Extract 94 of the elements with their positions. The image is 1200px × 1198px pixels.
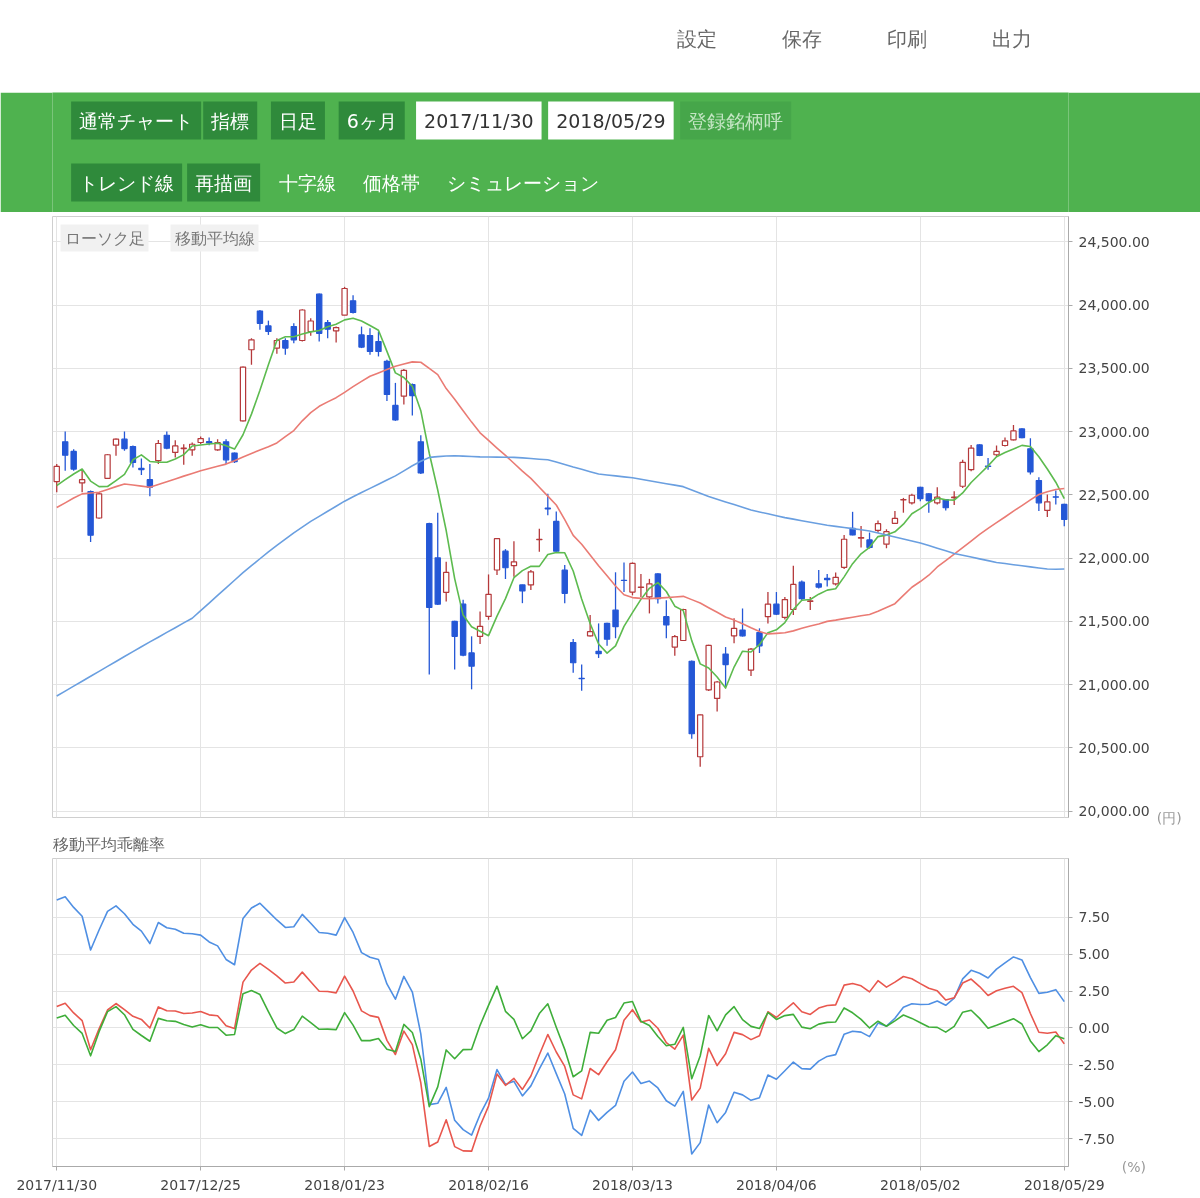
- candlestick: [70, 448, 77, 472]
- x-tick-label: 2018/02/16: [448, 1176, 529, 1193]
- candlestick: [671, 634, 679, 657]
- candlestick: [781, 596, 789, 621]
- y-tick-label: 20,000.00: [1078, 803, 1150, 820]
- annotation: 移動平均線: [174, 228, 255, 248]
- x-tick-label: 2018/05/29: [1023, 1176, 1105, 1193]
- candlestick: [1044, 493, 1051, 518]
- text: 十字線: [278, 171, 336, 194]
- text: 6ヶ月: [346, 109, 397, 132]
- y-axis-title: (円): [1156, 809, 1182, 826]
- candlestick: [739, 607, 746, 638]
- candlestick: [967, 444, 975, 472]
- candlestick: [586, 614, 594, 638]
- candlestick: [1027, 437, 1034, 476]
- text: 保存: [782, 26, 823, 51]
- y-tick-label: 24,000.00: [1078, 297, 1150, 314]
- candlestick: [375, 330, 382, 358]
- y-tick-label: 0.00: [1078, 1019, 1110, 1036]
- candlestick: [451, 620, 458, 671]
- y-tick-label: 2.50: [1078, 983, 1110, 1000]
- candlestick: [713, 680, 721, 713]
- text: 登録銘柄呼: [688, 109, 784, 132]
- candlestick: [502, 548, 509, 580]
- candlestick: [959, 459, 966, 489]
- chart-title: 移動平均乖離率: [52, 834, 165, 854]
- y-tick-label: 24,500.00: [1078, 233, 1150, 250]
- text: 価格帯: [362, 171, 420, 194]
- line-series: [55, 985, 1066, 1108]
- candlestick: [595, 622, 602, 659]
- y-tick-label: 22,500.00: [1078, 486, 1150, 503]
- candlestick: [561, 564, 568, 604]
- y-tick-label: 23,000.00: [1078, 423, 1150, 440]
- candlestick: [392, 382, 399, 422]
- candlestick: [366, 327, 374, 356]
- candlestick: [764, 591, 772, 625]
- candlestick: [612, 571, 619, 639]
- y-tick-label: 5.00: [1078, 946, 1110, 963]
- text: 再描画: [195, 171, 253, 194]
- text: 日足: [278, 109, 317, 132]
- x-tick-label: 2018/05/02: [879, 1176, 961, 1193]
- candlestick: [519, 584, 526, 604]
- text: 指標: [210, 109, 250, 132]
- line-series: [55, 454, 1066, 697]
- y-tick-label: 21,500.00: [1078, 613, 1150, 630]
- text: 2018/05/29: [556, 109, 666, 132]
- y-tick-label: 7.50: [1078, 909, 1110, 926]
- candlestick: [104, 453, 111, 480]
- candlestick: [121, 430, 128, 452]
- candlestick: [248, 337, 255, 366]
- candlestick: [53, 463, 60, 493]
- line-series: [55, 896, 1066, 1155]
- candlestick: [155, 439, 162, 465]
- line-series: [55, 317, 1066, 689]
- candlestick: [78, 468, 86, 493]
- annotation: ローソク足: [64, 228, 145, 248]
- text: トレンド線: [79, 171, 175, 194]
- y-tick-label: 20,500.00: [1078, 739, 1150, 756]
- text: 設定: [677, 26, 718, 51]
- text: 出力: [992, 26, 1033, 51]
- y-tick-label: 23,500.00: [1078, 360, 1150, 377]
- x-tick-label: 2018/04/06: [736, 1176, 817, 1193]
- candlestick: [637, 573, 645, 598]
- candlestick: [112, 437, 120, 457]
- candlestick: [256, 309, 264, 331]
- y-tick-label: 21,000.00: [1078, 676, 1150, 693]
- candlestick: [544, 493, 552, 517]
- candlestick: [332, 325, 340, 344]
- y-tick-label: 22,000.00: [1078, 550, 1150, 567]
- y-tick-label: -2.50: [1078, 1056, 1115, 1073]
- y-axis-title: (%): [1121, 1158, 1146, 1175]
- text: 2017/11/30: [424, 109, 534, 132]
- x-tick-label: 2018/03/13: [592, 1176, 673, 1193]
- text: 印刷: [887, 26, 928, 51]
- candlestick: [925, 492, 933, 514]
- candlestick: [722, 646, 729, 687]
- line-series: [55, 962, 1066, 1152]
- candlestick: [442, 561, 450, 603]
- text: シミュレーション: [446, 171, 599, 194]
- y-tick-label: -5.00: [1078, 1093, 1115, 1110]
- candlestick: [798, 579, 806, 601]
- candlestick: [510, 540, 518, 578]
- candlestick: [485, 573, 492, 621]
- x-tick-label: 2017/11/30: [16, 1176, 98, 1193]
- candlestick: [61, 430, 69, 472]
- x-tick-label: 2017/12/25: [160, 1176, 242, 1193]
- candlestick: [569, 638, 577, 674]
- candlestick: [527, 569, 535, 591]
- candlestick: [857, 525, 865, 549]
- text: 通常チャート: [79, 109, 194, 132]
- y-tick-label: -7.50: [1078, 1130, 1115, 1147]
- candlestick: [663, 599, 670, 639]
- x-tick-label: 2018/01/23: [304, 1176, 385, 1193]
- candlestick: [468, 635, 475, 690]
